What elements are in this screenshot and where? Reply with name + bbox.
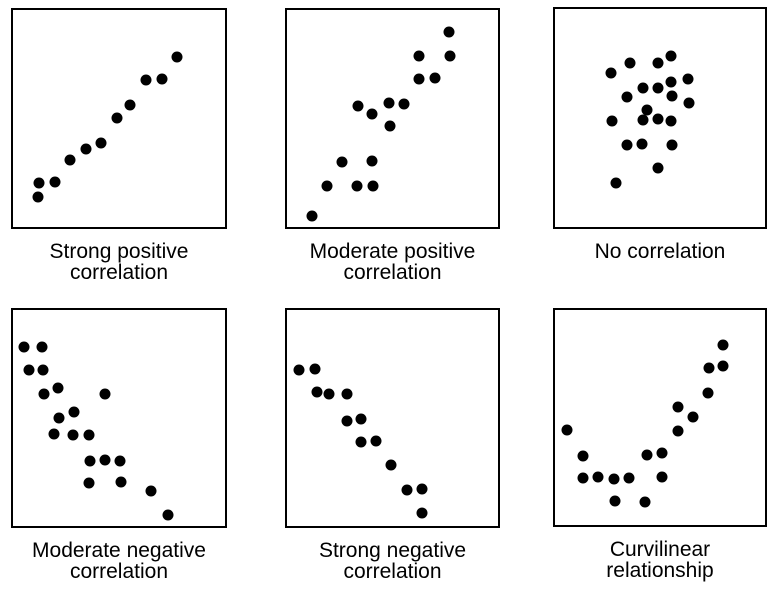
panel-strong-positive-correlation: Strong positive correlation (11, 8, 227, 283)
panel-curvilinear-relationship: Curvilinear relationship (553, 308, 767, 581)
panel-strong-negative-correlation: Strong negative correlation (285, 308, 500, 582)
caption-line: Moderate positive (309, 240, 476, 263)
caption-line: correlation (343, 560, 442, 583)
panel-moderate-positive-correlation: Moderate positive correlation (285, 8, 500, 283)
panel-caption: Curvilinear relationship (606, 539, 713, 581)
scatter-plot-moderate-negative (11, 308, 227, 528)
scatter-plot-strong-negative (285, 308, 500, 528)
caption-line: Curvilinear (609, 538, 711, 561)
caption-line: Moderate negative (32, 539, 206, 562)
panel-caption: No correlation (595, 241, 726, 262)
caption-line: correlation (343, 261, 442, 284)
caption-line: Strong negative (318, 539, 467, 562)
panel-moderate-negative-correlation: Moderate negative correlation (11, 308, 227, 582)
panel-caption: Moderate positive correlation (310, 241, 476, 283)
caption-line: correlation (69, 261, 169, 284)
caption-line: No correlation (594, 240, 726, 263)
panel-caption: Strong negative correlation (319, 540, 466, 582)
caption-line: correlation (69, 560, 169, 583)
panel-caption: Moderate negative correlation (32, 540, 206, 582)
scatter-plot-curvilinear (553, 308, 767, 527)
panel-no-correlation: No correlation (553, 7, 767, 262)
caption-line: relationship (606, 559, 714, 582)
scatter-plot-moderate-positive (285, 8, 500, 229)
scatter-plot-no-correlation (553, 7, 767, 229)
caption-line: Strong positive (49, 240, 189, 263)
panel-caption: Strong positive correlation (50, 241, 189, 283)
scatter-plot-strong-positive (11, 8, 227, 229)
